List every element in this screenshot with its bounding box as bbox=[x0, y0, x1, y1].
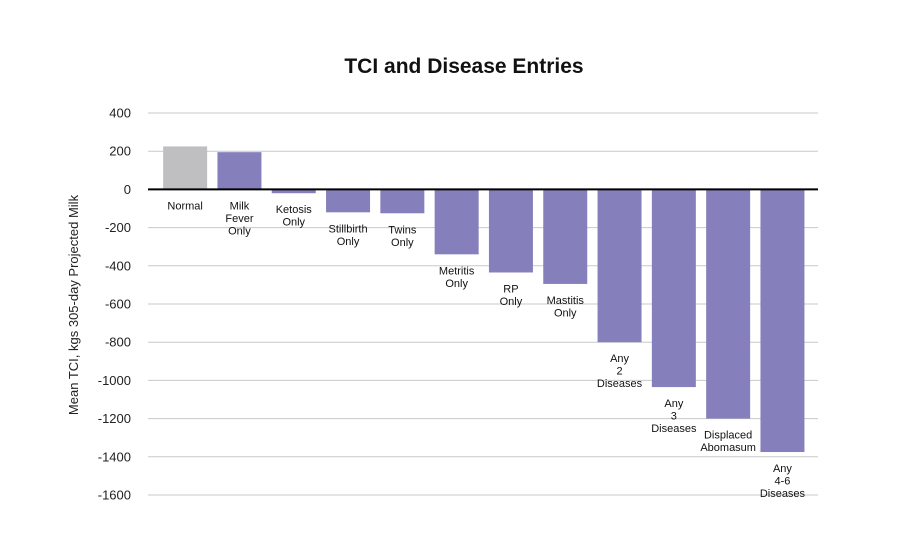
category-label-line: Diseases bbox=[597, 378, 643, 390]
y-tick-label: 0 bbox=[124, 182, 131, 197]
category-label-line: Only bbox=[282, 217, 305, 229]
category-label-line: Stillbirth bbox=[328, 223, 367, 235]
y-tick-label: -600 bbox=[105, 297, 131, 312]
category-label: Metritis Only bbox=[439, 265, 475, 290]
category-label-line: Only bbox=[445, 278, 468, 290]
y-tick-label: 400 bbox=[109, 106, 131, 121]
category-label-line: RP bbox=[503, 283, 518, 295]
bar bbox=[380, 189, 425, 214]
bar bbox=[326, 189, 371, 213]
category-label-line: Milk bbox=[230, 200, 250, 212]
category-label-line: Metritis bbox=[439, 265, 475, 277]
bar bbox=[706, 189, 751, 419]
category-label: Normal bbox=[167, 200, 202, 212]
y-tick-label: -400 bbox=[105, 258, 131, 273]
bar bbox=[488, 189, 533, 273]
category-label-line: Fever bbox=[225, 213, 253, 225]
gridlines bbox=[148, 112, 818, 496]
category-label-line: Diseases bbox=[760, 488, 806, 500]
y-tick-label: -1600 bbox=[98, 488, 131, 503]
bar bbox=[543, 189, 588, 284]
category-label-line: Twins bbox=[388, 224, 417, 236]
y-tick-label: -1400 bbox=[98, 449, 131, 464]
category-label-line: Only bbox=[500, 296, 523, 308]
bar bbox=[217, 152, 262, 190]
y-axis-ticks: 400 200 0 -200 -400 -600 -800 -1000 -1200 -1400 -1… bbox=[98, 106, 131, 503]
category-label-line: 4-6 bbox=[774, 476, 790, 488]
category-label-line: Diseases bbox=[651, 423, 697, 435]
category-label-line: Only bbox=[228, 225, 251, 237]
bars bbox=[163, 146, 805, 453]
chart-title: TCI and Disease Entries bbox=[344, 55, 583, 78]
category-label-line: Only bbox=[337, 236, 360, 248]
category-label-line: Displaced bbox=[704, 430, 752, 442]
category-label: Ketosis Only bbox=[276, 204, 313, 229]
bar bbox=[597, 189, 642, 343]
category-label-line: 2 bbox=[616, 366, 622, 378]
y-tick-label: -800 bbox=[105, 335, 131, 350]
category-label: Any 2 Diseases bbox=[597, 353, 643, 390]
bar bbox=[760, 189, 805, 453]
category-label-line: Any bbox=[664, 398, 683, 410]
category-label-line: Any bbox=[610, 353, 629, 365]
bar bbox=[163, 146, 208, 190]
category-label: Milk Fever Only bbox=[225, 200, 253, 237]
category-label: Mastitis Only bbox=[547, 295, 585, 320]
category-label: Any 4-6 Diseases bbox=[760, 463, 806, 500]
y-axis-label: Mean TCI, kgs 305-day Projected Milk bbox=[66, 194, 81, 415]
category-label: Twins Only bbox=[388, 224, 417, 249]
category-label-line: Only bbox=[391, 237, 414, 249]
category-label: Stillbirth Only bbox=[328, 223, 367, 248]
category-label-line: Only bbox=[554, 307, 577, 319]
category-label-line: Ketosis bbox=[276, 204, 313, 216]
category-label-line: Abomasum bbox=[700, 442, 756, 454]
category-label-line: Any bbox=[773, 463, 792, 475]
y-tick-label: -1000 bbox=[98, 373, 131, 388]
bar bbox=[434, 189, 479, 255]
y-tick-label: 200 bbox=[109, 144, 131, 159]
y-tick-label: -1200 bbox=[98, 411, 131, 426]
bar bbox=[651, 189, 696, 388]
category-label-line: Mastitis bbox=[547, 295, 585, 307]
category-label: Any 3 Diseases bbox=[651, 398, 697, 435]
category-label-line: 3 bbox=[671, 411, 677, 423]
category-label-line: Normal bbox=[167, 200, 202, 212]
y-tick-label: -200 bbox=[105, 220, 131, 235]
category-label: RP Only bbox=[500, 283, 523, 308]
bar bbox=[271, 189, 316, 194]
category-label: Displaced Abomasum bbox=[700, 430, 756, 455]
